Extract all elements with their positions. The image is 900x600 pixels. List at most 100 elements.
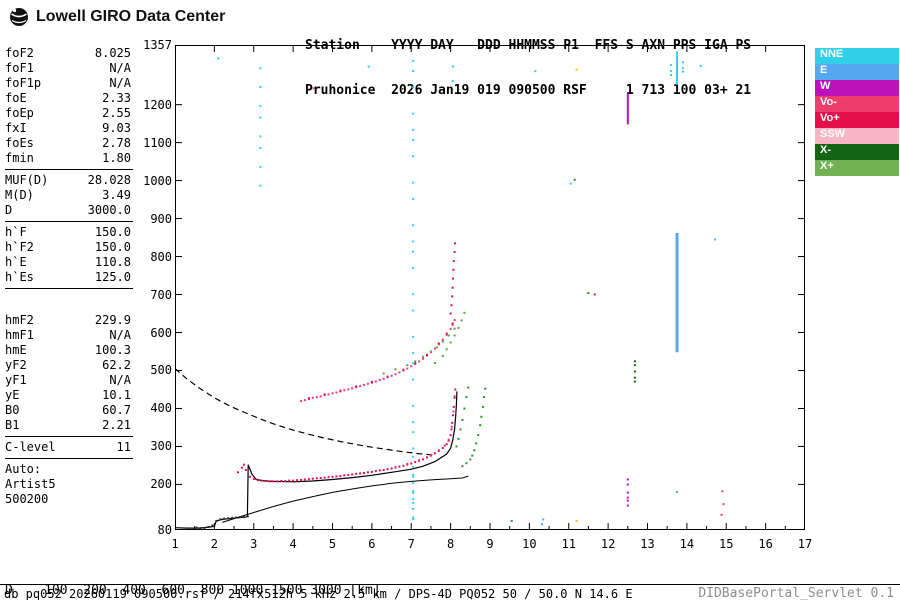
param-label: C-level (5, 440, 56, 454)
param-value: 3.49 (102, 188, 131, 202)
d-row: D 100 200 400 600 800 1000 1500 3000 [km… (5, 583, 381, 598)
legend-item-2-w: W (815, 80, 899, 96)
param-value: N/A (109, 328, 131, 342)
param-label: foF1p (5, 76, 42, 90)
param-row-ye: yE 10.1 (5, 388, 131, 403)
param-label: hmF1 (5, 328, 34, 342)
x-tick-label-12: 12 (600, 537, 616, 551)
param-row-clevel: C-level 11 (5, 440, 131, 455)
param-value: 150.0 (94, 240, 131, 254)
x-tick-label-17: 17 (797, 537, 813, 551)
legend-item-7-x: X+ (815, 160, 899, 176)
station-values-line: Pruhonice 2026 Jan19 019 090500 RSF 1 71… (305, 83, 752, 98)
param-row-artist5: Artist5 (5, 477, 131, 492)
ionogram-svg (174, 44, 806, 531)
x-tick-label-13: 13 (640, 537, 655, 551)
param-row-hmf1: hmF1 N/A (5, 328, 131, 343)
param-value: 2.55 (102, 106, 131, 120)
y-tick-label-80: 80 (157, 523, 172, 537)
param-label: foEp (5, 106, 34, 120)
y-tick-label-300: 300 (150, 439, 172, 454)
param-row-d: D 3000.0 (5, 203, 131, 218)
param-row-fof2: foF2 8.025 (5, 46, 131, 61)
param-row-yf2: yF2 62.2 (5, 358, 131, 373)
param-row-hf: h`F 150.0 (5, 225, 131, 240)
panel-divider (5, 458, 133, 459)
y-tick-label-1100: 1100 (143, 135, 172, 150)
legend-item-3-vo: Vo- (815, 96, 899, 112)
param-row-foep: foEp 2.55 (5, 106, 131, 121)
param-row-hmf2: hmF2 229.9 (5, 313, 131, 328)
y-tick-label-1357: 1357 (143, 38, 172, 52)
param-label: h`F (5, 225, 27, 239)
d-muf-table: D 100 200 400 600 800 1000 1500 3000 [km… (5, 556, 389, 600)
param-label: hmE (5, 343, 27, 357)
y-tick-label-900: 900 (150, 211, 172, 226)
legend-item-5-ssw: SSW (815, 128, 899, 144)
legend-item-4-vo: Vo+ (815, 112, 899, 128)
param-value: 229.9 (94, 313, 131, 327)
x-tick-label-4: 4 (289, 537, 297, 551)
x-tick-label-5: 5 (328, 537, 337, 551)
parameter-panel: foF2 8.025 foF1 N/A foF1p N/A foE 2.33 foEp 2.55 f… (5, 46, 133, 507)
param-value: 8.025 (94, 46, 131, 60)
servlet-version: DIDBasePortal_Servlet 0.1 (698, 586, 894, 600)
param-label: foEs (5, 136, 34, 150)
param-value: N/A (109, 373, 131, 387)
param-row-fof1: foF1 N/A (5, 61, 131, 76)
param-value: 11 (116, 440, 131, 454)
param-label: fmin (5, 151, 34, 165)
panel-divider (5, 169, 133, 170)
param-label: B1 (5, 418, 20, 432)
param-value: 110.8 (94, 255, 131, 269)
x-tick-label-3: 3 (250, 537, 258, 551)
param-row-fxi: fxI 9.03 (5, 121, 131, 136)
param-label: h`F2 (5, 240, 34, 254)
param-label: foF1 (5, 61, 34, 75)
param-value: N/A (109, 61, 131, 75)
param-row-b1: B1 2.21 (5, 418, 131, 433)
param-label: 500200 (5, 492, 49, 506)
x-tick-label-16: 16 (758, 537, 773, 551)
status-bar: db pq052 20260119 090500.rsf / 214fx512h… (0, 584, 900, 600)
y-axis-labels: 1357 1200 1100 1000 900 800 700 600 500 400 300 200… (128, 0, 172, 600)
logo-text: Lowell GIRO Data Center (36, 8, 226, 25)
param-row-500200: 500200 (5, 492, 131, 507)
param-value: 1.80 (102, 151, 131, 165)
param-row-b0: B0 60.7 (5, 403, 131, 418)
y-tick-label-1200: 1200 (143, 97, 172, 112)
y-tick-label-200: 200 (150, 477, 172, 492)
param-row-hme: hmE 100.3 (5, 343, 131, 358)
ionogram-plot (174, 44, 806, 531)
x-tick-label-7: 7 (407, 537, 415, 551)
param-row-foe: foE 2.33 (5, 91, 131, 106)
param-label: hmF2 (5, 313, 34, 327)
x-tick-label-2: 2 (210, 537, 218, 551)
param-label: foF2 (5, 46, 34, 60)
param-label: D (5, 203, 13, 217)
param-row-fmin: fmin 1.80 (5, 151, 131, 166)
param-label: yF1 (5, 373, 27, 387)
param-value: 2.33 (102, 91, 131, 105)
param-row-mufd: MUF(D) 28.028 (5, 173, 131, 188)
param-label: Auto: (5, 462, 42, 476)
x-tick-label-10: 10 (522, 537, 537, 551)
param-value: N/A (109, 76, 131, 90)
param-row-he: h`E 110.8 (5, 255, 131, 270)
x-tick-label-9: 9 (486, 537, 494, 551)
param-label: fxI (5, 121, 27, 135)
panel-divider (5, 436, 133, 437)
legend-item-1-e: E (815, 64, 899, 80)
panel-divider (5, 221, 133, 222)
y-tick-label-800: 800 (150, 249, 172, 264)
param-value: 9.03 (102, 121, 131, 135)
echo-direction-legend: NNE E W Vo- Vo+ SSW X- X+ (815, 48, 899, 176)
panel-divider (5, 288, 133, 289)
param-row-hf2: h`F2 150.0 (5, 240, 131, 255)
x-tick-label-14: 14 (679, 537, 695, 551)
param-value: 3000.0 (87, 203, 131, 217)
x-tick-label-6: 6 (368, 537, 376, 551)
param-value: 2.78 (102, 136, 131, 150)
param-label: M(D) (5, 188, 34, 202)
